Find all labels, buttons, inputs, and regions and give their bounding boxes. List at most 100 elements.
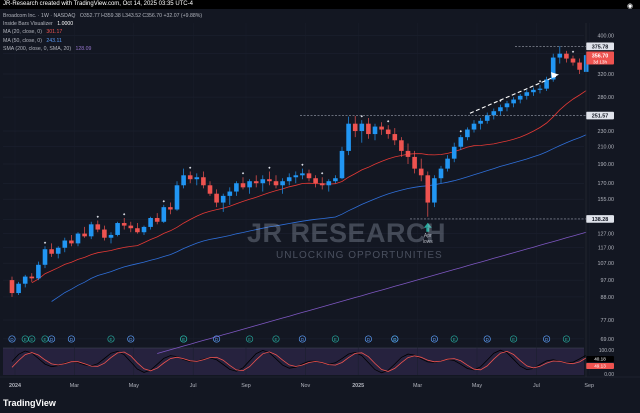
osc-level-top: 100.00 (599, 348, 615, 354)
candle-body (108, 234, 114, 238)
candle-body (115, 223, 120, 235)
x-tick-label: Mar (413, 383, 422, 389)
candle-body (154, 217, 160, 222)
y-tick-label: 77.00 (601, 318, 615, 324)
event-marker-label: D (433, 337, 436, 342)
candle-body (240, 183, 246, 188)
candle-body (339, 150, 345, 179)
y-tick-label: 320.00 (598, 72, 615, 78)
candle-body (253, 181, 259, 184)
oscillator-d-line (11, 350, 587, 372)
x-tick-label: Sep (241, 383, 251, 389)
inside-bar-marker: ◆ (242, 171, 245, 175)
candle-body (181, 175, 186, 186)
candle-body (161, 207, 167, 222)
osc-tag1: 40.18 (594, 357, 606, 362)
candle-body (16, 283, 21, 294)
event-marker-label: E (453, 337, 456, 342)
ma50-value: 243.11 (46, 37, 62, 44)
sma200-value: 128.09 (75, 45, 92, 52)
event-marker-label: D (545, 337, 548, 342)
candle-body (148, 217, 153, 227)
inside-bar-marker: ◆ (539, 79, 542, 83)
event-marker-label: D (367, 337, 370, 342)
event-marker (331, 335, 339, 343)
event-marker-label: D (10, 337, 13, 342)
legend-ma50: MA (50, close, 0) 243.11 (3, 37, 202, 45)
event-marker (127, 335, 135, 343)
event-marker (246, 335, 254, 343)
y-tick-label: 170.00 (598, 181, 615, 187)
legend-panel: Broadcom Inc. · 1W · NASDAQ O352.77 H359… (3, 12, 202, 53)
candle-body (511, 99, 516, 104)
watermark-title: JR RESEARCH (247, 218, 447, 248)
candle-body (201, 177, 206, 186)
candle-body (286, 177, 292, 182)
candle-body (491, 111, 497, 116)
x-tick-label: May (129, 383, 139, 389)
annotation-line2: lows (423, 239, 434, 245)
event-marker-label: E (275, 337, 278, 342)
price-tag-countdown: 3d 13h (593, 59, 607, 64)
candle-body (319, 183, 325, 186)
sma200-label: SMA (200, close, 0, SMA, 20) (3, 45, 72, 52)
candle-body (174, 185, 180, 210)
event-marker (391, 335, 399, 343)
price-tag-level2: 138.28 (592, 217, 609, 223)
price-chart[interactable]: 400.00360.00320.00280.00230.00210.00190.… (0, 9, 640, 413)
x-tick-label: Jul (190, 383, 197, 389)
event-marker (107, 335, 115, 343)
candle-body (352, 123, 358, 132)
candle-body (425, 175, 431, 203)
candle-body (69, 240, 74, 244)
legend-inside-bars: Inside Bars Visualizer 1.0000 (3, 20, 202, 28)
candle-body (484, 115, 490, 121)
candle-body (465, 129, 470, 138)
event-marker-label: E (44, 337, 47, 342)
event-marker-label: E (565, 337, 568, 342)
event-marker-label: E (393, 337, 396, 342)
candle-body (359, 123, 365, 132)
candle-body (75, 233, 81, 244)
event-marker (450, 335, 458, 343)
camera-icon[interactable]: ◉ (627, 3, 634, 10)
x-tick-label: Nov (301, 383, 311, 389)
osc-level-bottom: 0.00 (604, 372, 614, 378)
inside-bar-marker: ◆ (268, 165, 271, 169)
y-tick-label: 210.00 (598, 145, 615, 151)
price-tag-last-bg (586, 51, 614, 65)
event-marker (8, 335, 16, 343)
candle-body (300, 173, 305, 176)
event-marker (21, 335, 29, 343)
price-tag-high-bg (586, 42, 614, 51)
y-tick-label: 69.00 (601, 337, 615, 343)
x-tick-label: 2024 (9, 383, 21, 389)
event-marker (543, 335, 551, 343)
candle-body (405, 150, 411, 157)
event-marker (213, 335, 221, 343)
candle-body (517, 95, 523, 100)
candle-body (49, 249, 54, 254)
candle-body (95, 224, 101, 230)
candle-body (550, 57, 556, 80)
x-tick-label: Sep (584, 383, 594, 389)
y-tick-label: 88.00 (601, 295, 615, 301)
candle-body (135, 228, 140, 233)
candle-body (82, 233, 87, 237)
sma200-line (157, 231, 587, 354)
candle-body (392, 134, 398, 141)
ma20-value: 301.17 (46, 29, 63, 36)
ma50-line (51, 134, 587, 302)
watermark-subtitle: UNLOCKING OPPORTUNITIES (276, 250, 443, 261)
ma20-label: MA (20, close, 0) (3, 29, 42, 36)
inside-bar-marker: ◆ (123, 212, 126, 216)
candle-body (372, 126, 378, 135)
legend-symbol-row: Broadcom Inc. · 1W · NASDAQ O352.77 H359… (3, 12, 202, 20)
annotation-line1: Apr (424, 233, 432, 239)
trendline-arrowhead (551, 72, 559, 79)
candle-body (260, 179, 266, 184)
candle-body (432, 178, 437, 203)
candle-body (267, 179, 272, 182)
candle-body (445, 158, 450, 169)
